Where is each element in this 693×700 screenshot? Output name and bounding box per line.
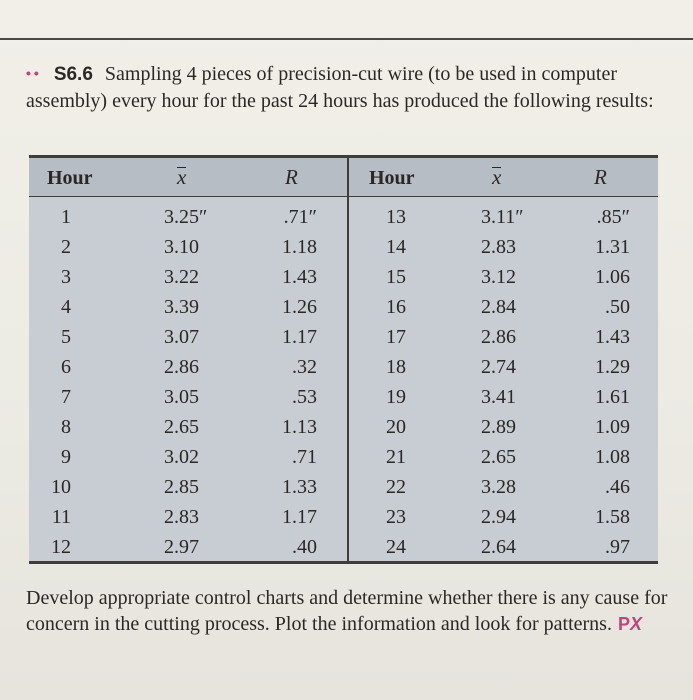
xbar-cell: 3.22 xyxy=(164,266,199,288)
xbar-cell: 2.74 xyxy=(481,356,516,378)
header-hour-left: Hour xyxy=(47,167,93,189)
hour-cell: 23 xyxy=(386,506,406,528)
hour-cell: 3 xyxy=(61,266,71,288)
header-hour-right: Hour xyxy=(369,167,415,189)
range-cell: .32 xyxy=(292,356,317,378)
hour-cell: 1 xyxy=(61,206,71,228)
range-cell: 1.43 xyxy=(595,326,630,348)
range-cell: .85″ xyxy=(596,206,630,228)
range-cell: 1.17 xyxy=(282,506,317,528)
hour-cell: 24 xyxy=(386,536,406,558)
problem-number: S6.6 xyxy=(53,64,93,85)
hour-cell: 5 xyxy=(61,326,71,348)
hour-cell: 2 xyxy=(61,236,71,258)
xbar-cell: 3.41 xyxy=(481,386,516,408)
hour-cell: 18 xyxy=(386,356,406,378)
hour-cell: 15 xyxy=(386,266,406,288)
xbar-cell: 3.10 xyxy=(164,236,199,258)
range-cell: .46 xyxy=(605,476,630,498)
hour-cell: 13 xyxy=(386,206,406,228)
hour-cell: 17 xyxy=(386,326,406,348)
range-cell: 1.18 xyxy=(282,236,317,258)
range-cell: .53 xyxy=(292,386,317,408)
xbar-cell: 3.12 xyxy=(481,266,516,288)
xbar-cell: 2.65 xyxy=(481,446,516,468)
hour-cell: 9 xyxy=(61,446,71,468)
range-cell: 1.43 xyxy=(282,266,317,288)
xbar-symbol: x xyxy=(177,165,187,189)
hour-cell: 10 xyxy=(51,476,71,498)
hour-cell: 16 xyxy=(386,296,406,318)
px-logo: PX xyxy=(617,614,642,634)
table-header-row xyxy=(29,158,658,197)
range-cell: .71 xyxy=(292,446,317,468)
header-range-right: R xyxy=(594,165,607,189)
range-cell: 1.33 xyxy=(282,476,317,498)
range-cell: 1.58 xyxy=(595,506,630,528)
range-cell: .40 xyxy=(292,536,317,558)
xbar-cell: 2.84 xyxy=(481,296,516,318)
header-xbar-right: x xyxy=(492,165,502,189)
range-cell: 1.26 xyxy=(282,296,317,318)
hour-cell: 21 xyxy=(386,446,406,468)
xbar-symbol: x xyxy=(492,165,502,189)
xbar-cell: 2.86 xyxy=(164,356,199,378)
hour-cell: 7 xyxy=(61,386,71,408)
header-range-left: R xyxy=(285,165,298,189)
data-table: Hour x R Hour x R 1 3.25″ .71″ 2 3.10 1.18 3 3.… xyxy=(29,155,658,564)
xbar-cell: 2.83 xyxy=(481,236,516,258)
range-cell: 1.61 xyxy=(595,386,630,408)
hour-cell: 8 xyxy=(61,416,71,438)
instruction-body: Develop appropriate control charts and d… xyxy=(26,587,668,635)
hour-cell: 6 xyxy=(61,356,71,378)
xbar-cell: 2.94 xyxy=(481,506,516,528)
range-cell: 1.29 xyxy=(595,356,630,378)
hour-cell: 22 xyxy=(386,476,406,498)
problem-text: Sampling 4 pieces of precision-cut wire … xyxy=(26,63,654,112)
xbar-cell: 2.97 xyxy=(164,536,199,558)
range-cell: .71″ xyxy=(283,206,317,228)
xbar-cell: 3.02 xyxy=(164,446,199,468)
problem-statement: •• S6.6 Sampling 4 pieces of precision-cut… xyxy=(26,60,671,114)
xbar-cell: 2.86 xyxy=(481,326,516,348)
xbar-cell: 3.07 xyxy=(164,326,199,348)
instruction-text: Develop appropriate control charts and d… xyxy=(26,585,676,637)
difficulty-marker: •• xyxy=(26,65,42,81)
xbar-cell: 3.28 xyxy=(481,476,516,498)
xbar-cell: 2.85 xyxy=(164,476,199,498)
hour-cell: 4 xyxy=(61,296,71,318)
range-cell: 1.09 xyxy=(595,416,630,438)
xbar-cell: 2.83 xyxy=(164,506,199,528)
range-cell: 1.06 xyxy=(595,266,630,288)
xbar-cell: 2.64 xyxy=(481,536,516,558)
hour-cell: 14 xyxy=(386,236,406,258)
hour-cell: 20 xyxy=(386,416,406,438)
header-xbar-left: x xyxy=(177,165,187,189)
hour-cell: 19 xyxy=(386,386,406,408)
xbar-cell: 3.25″ xyxy=(164,206,208,228)
xbar-cell: 2.89 xyxy=(481,416,516,438)
range-cell: 1.08 xyxy=(595,446,630,468)
range-cell: 1.31 xyxy=(595,236,630,258)
range-cell: .50 xyxy=(605,296,630,318)
table-divider xyxy=(347,158,349,561)
xbar-cell: 3.11″ xyxy=(481,206,524,228)
xbar-cell: 3.39 xyxy=(164,296,199,318)
range-cell: .97 xyxy=(605,536,630,558)
hour-cell: 11 xyxy=(51,506,71,528)
range-cell: 1.17 xyxy=(282,326,317,348)
range-cell: 1.13 xyxy=(282,416,317,438)
top-rule xyxy=(0,38,693,40)
hour-cell: 12 xyxy=(51,536,71,558)
xbar-cell: 2.65 xyxy=(164,416,199,438)
xbar-cell: 3.05 xyxy=(164,386,199,408)
